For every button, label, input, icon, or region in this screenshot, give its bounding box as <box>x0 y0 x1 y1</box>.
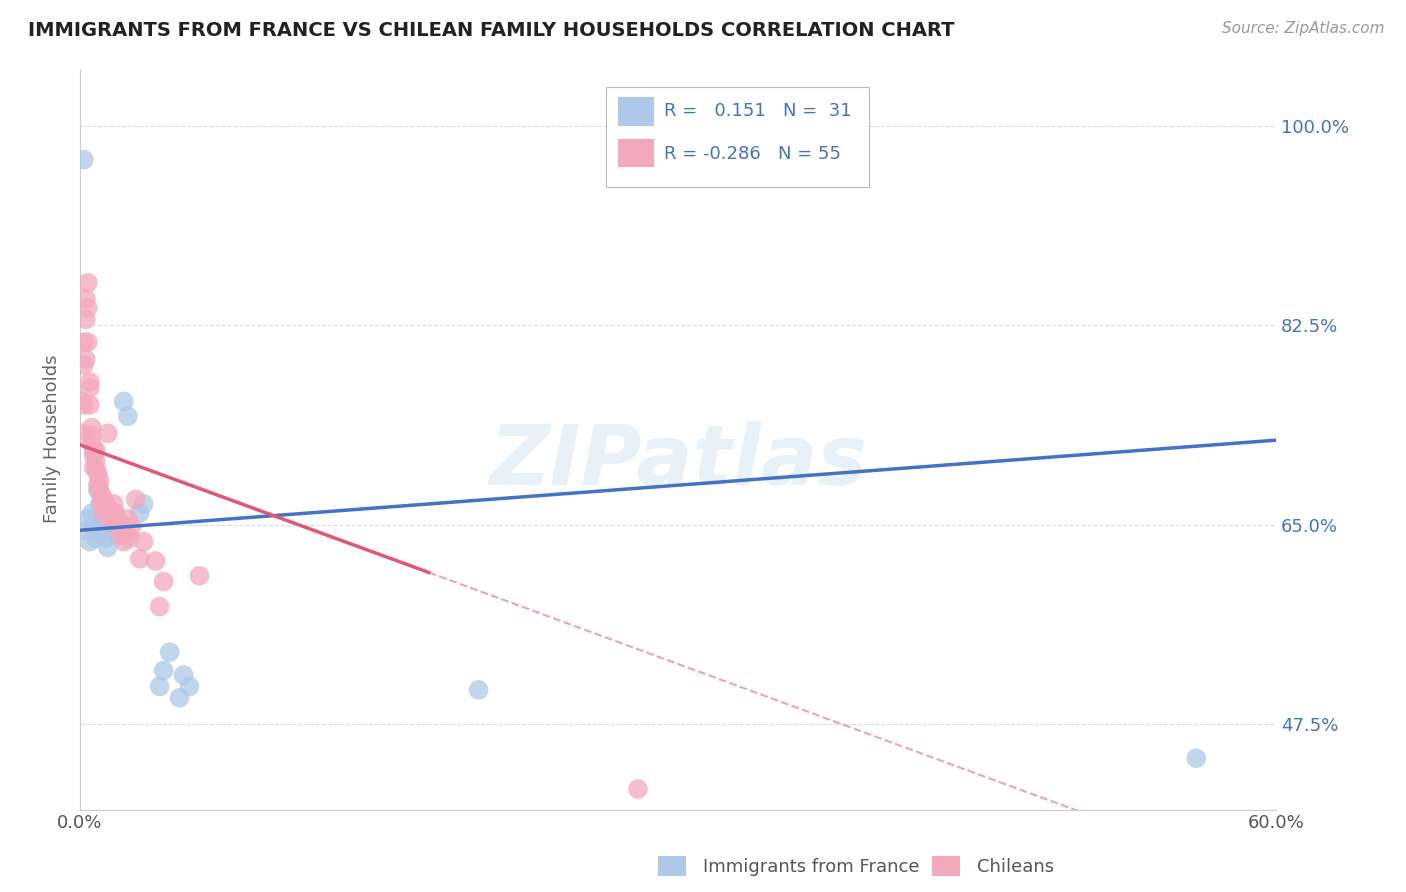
Point <box>73 358 96 372</box>
Point <box>87 477 110 491</box>
Point <box>159 645 181 659</box>
Point <box>87 467 110 481</box>
Point <box>94 497 117 511</box>
Point <box>117 409 139 424</box>
Point <box>89 497 111 511</box>
Point <box>114 526 136 541</box>
Point <box>83 443 105 458</box>
Point <box>83 460 105 475</box>
Point <box>103 506 125 520</box>
Point <box>98 508 121 523</box>
Point <box>76 301 98 315</box>
Point <box>112 534 135 549</box>
Point <box>169 690 191 705</box>
Point <box>108 526 131 541</box>
Point <box>70 394 93 409</box>
Point <box>125 492 148 507</box>
Point <box>73 153 96 167</box>
Point <box>128 506 150 520</box>
Text: ZIPatlas: ZIPatlas <box>489 421 868 502</box>
Point <box>118 531 141 545</box>
Point <box>87 483 110 498</box>
Point <box>90 512 112 526</box>
Point <box>79 375 101 389</box>
FancyBboxPatch shape <box>619 139 654 167</box>
Text: Immigrants from France: Immigrants from France <box>703 858 920 876</box>
Point <box>98 512 121 526</box>
Text: Chileans: Chileans <box>977 858 1054 876</box>
Point <box>89 483 111 498</box>
Point <box>79 534 101 549</box>
Point <box>100 506 122 520</box>
Point <box>75 292 97 306</box>
Point <box>152 574 174 589</box>
Point <box>76 276 98 290</box>
Point <box>79 381 101 395</box>
Point <box>104 520 127 534</box>
Point <box>75 312 97 326</box>
Point <box>73 398 96 412</box>
Point <box>132 534 155 549</box>
Point <box>111 517 134 532</box>
Point <box>93 523 115 537</box>
Point <box>93 506 115 520</box>
Y-axis label: Family Households: Family Households <box>44 355 60 524</box>
Point <box>132 497 155 511</box>
Point <box>76 335 98 350</box>
Point <box>149 680 172 694</box>
Point <box>97 541 120 555</box>
Point <box>103 497 125 511</box>
Point <box>866 820 889 834</box>
Point <box>75 352 97 367</box>
Point <box>94 531 117 545</box>
Point <box>149 599 172 614</box>
Point <box>107 517 129 532</box>
Point <box>128 551 150 566</box>
Point <box>83 449 105 463</box>
Point <box>84 531 107 545</box>
Point <box>117 512 139 526</box>
Point <box>84 463 107 477</box>
Point <box>90 497 112 511</box>
Point <box>97 426 120 441</box>
Point <box>108 520 131 534</box>
Point <box>93 492 115 507</box>
Point <box>627 782 650 797</box>
Point <box>90 489 112 503</box>
Point <box>179 680 201 694</box>
Point <box>84 455 107 469</box>
Point <box>98 504 121 518</box>
Point <box>145 554 167 568</box>
Point <box>80 438 103 452</box>
FancyBboxPatch shape <box>619 97 654 126</box>
Text: Source: ZipAtlas.com: Source: ZipAtlas.com <box>1222 21 1385 36</box>
Point <box>104 506 127 520</box>
Point <box>76 512 98 526</box>
Point <box>84 443 107 458</box>
Point <box>188 569 211 583</box>
Point <box>112 394 135 409</box>
Point <box>80 420 103 434</box>
FancyBboxPatch shape <box>606 87 869 187</box>
Point <box>152 664 174 678</box>
Point <box>107 529 129 543</box>
Text: IMMIGRANTS FROM FRANCE VS CHILEAN FAMILY HOUSEHOLDS CORRELATION CHART: IMMIGRANTS FROM FRANCE VS CHILEAN FAMILY… <box>28 21 955 39</box>
Point <box>80 428 103 442</box>
Text: R = -0.286   N = 55: R = -0.286 N = 55 <box>664 145 841 162</box>
Point <box>100 520 122 534</box>
Point <box>80 506 103 520</box>
Point <box>1185 751 1208 765</box>
Point <box>75 523 97 537</box>
Point <box>173 668 195 682</box>
Point <box>121 520 143 534</box>
Point <box>83 520 105 534</box>
Text: R =   0.151   N =  31: R = 0.151 N = 31 <box>664 103 851 120</box>
Point <box>70 426 93 441</box>
Point <box>79 398 101 412</box>
Point <box>73 335 96 350</box>
Point <box>467 682 489 697</box>
Point <box>89 474 111 488</box>
